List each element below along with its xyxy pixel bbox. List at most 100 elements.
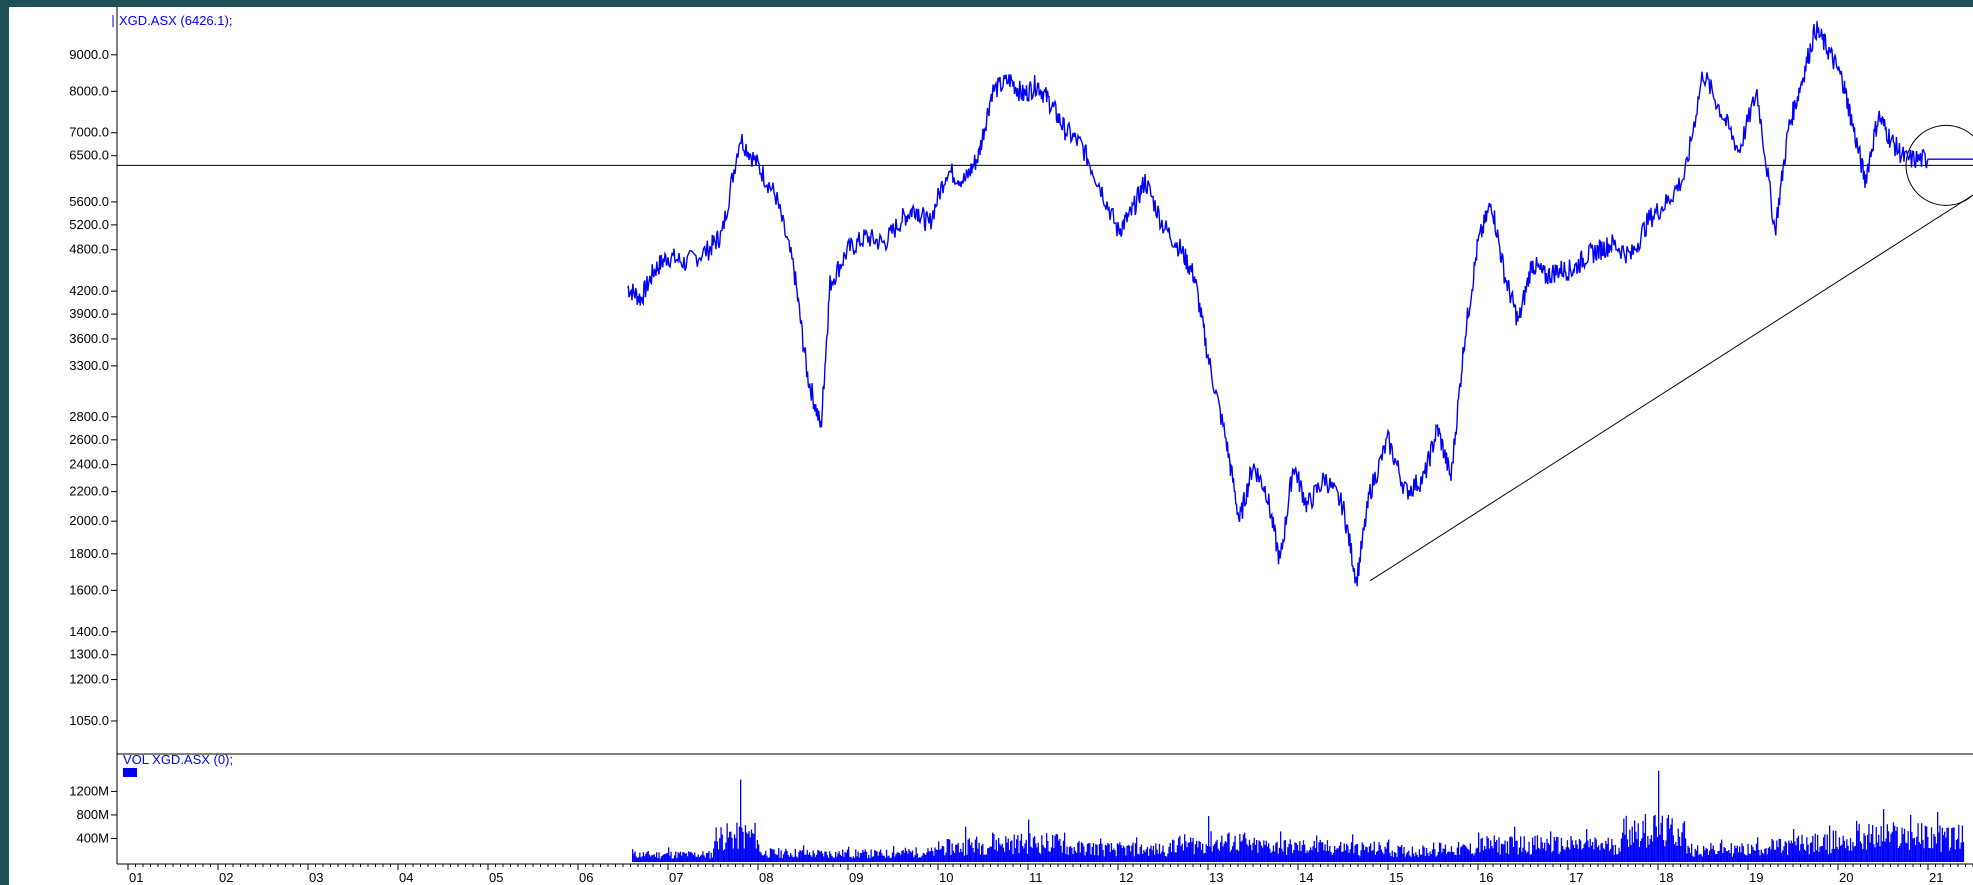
volume-bar — [994, 849, 996, 862]
volume-bar — [1296, 844, 1299, 862]
volume-bar — [1921, 823, 1923, 862]
volume-bar — [670, 851, 672, 862]
volume-bar — [1257, 852, 1259, 862]
volume-bar — [1648, 844, 1650, 862]
volume-bar — [1100, 838, 1102, 862]
volume-bar — [1406, 852, 1409, 862]
price-tick-label: 2400.0 — [69, 457, 109, 472]
volume-bar — [1559, 851, 1561, 862]
volume-bar — [1524, 850, 1527, 862]
volume-bar — [1912, 838, 1914, 862]
volume-bar — [1653, 816, 1655, 862]
volume-bar — [851, 858, 853, 862]
volume-bar — [857, 851, 859, 862]
volume-bar — [688, 851, 690, 862]
volume-bar — [1518, 847, 1521, 862]
volume-bar — [1435, 856, 1437, 862]
volume-bar — [1344, 850, 1347, 862]
volume-bar — [1580, 840, 1582, 862]
volume-bar — [729, 831, 731, 862]
volume-bar — [1800, 844, 1802, 862]
volume-bar — [1325, 851, 1327, 862]
volume-bar — [960, 848, 962, 862]
volume-bar — [1456, 847, 1458, 862]
volume-bar — [1655, 826, 1657, 862]
volume-bar — [1103, 856, 1105, 862]
volume-bar — [1939, 825, 1941, 862]
volume-bar — [1598, 845, 1600, 862]
volume-bar — [1643, 832, 1645, 862]
volume-bar — [1459, 854, 1461, 862]
volume-bar — [1399, 846, 1402, 862]
volume-bar — [1378, 842, 1380, 862]
x-tick-label: 02 — [219, 870, 233, 885]
volume-bar — [929, 851, 931, 862]
volume-bar — [1923, 848, 1925, 862]
volume-bar — [932, 851, 934, 862]
volume-bar — [1808, 854, 1810, 862]
volume-bar — [1358, 855, 1360, 862]
price-tick-label: 9000.0 — [69, 47, 109, 62]
volume-bar — [869, 858, 871, 862]
volume-bar — [818, 850, 820, 862]
volume-bar — [1876, 842, 1879, 862]
volume-bar — [845, 852, 847, 862]
volume-bar — [1908, 849, 1911, 862]
volume-bar — [1675, 842, 1677, 862]
volume-bar — [1283, 840, 1285, 862]
volume-bar — [692, 854, 695, 862]
volume-bar — [1864, 835, 1866, 862]
volume-bar — [1148, 855, 1150, 862]
volume-bar — [1727, 851, 1729, 862]
volume-bar — [1150, 845, 1152, 862]
volume-bar — [1026, 853, 1029, 862]
volume-bar — [1540, 837, 1542, 862]
volume-bar — [1777, 847, 1779, 862]
volume-bar — [1515, 840, 1517, 862]
volume-bar — [1434, 849, 1436, 862]
volume-bar — [1143, 850, 1145, 862]
volume-bar — [1497, 852, 1499, 862]
volume-bar — [1383, 854, 1385, 862]
volume-bar — [1949, 847, 1952, 862]
volume-bar — [743, 848, 745, 862]
volume-bar — [1229, 851, 1231, 862]
volume-bar — [1008, 849, 1011, 862]
volume-bar — [893, 846, 895, 862]
volume-bar — [1404, 856, 1406, 862]
volume-bar — [861, 853, 863, 862]
volume-bar — [1106, 845, 1108, 862]
volume-bar — [1879, 846, 1881, 862]
volume-bar — [772, 849, 774, 862]
volume-bar — [1635, 831, 1637, 862]
volume-bar — [731, 837, 733, 862]
volume-bar — [1856, 820, 1858, 862]
volume-bar — [1763, 853, 1765, 862]
volume-bar — [806, 849, 808, 862]
volume-bar — [1190, 837, 1192, 862]
volume-bar — [1873, 844, 1875, 862]
volume-bar — [1438, 842, 1441, 862]
volume-bar — [1017, 835, 1019, 862]
volume-bar — [1698, 855, 1700, 862]
volume-bar — [1049, 851, 1051, 862]
volume-bar — [1342, 851, 1344, 862]
volume-bar — [1000, 845, 1002, 862]
volume-bar — [1377, 850, 1379, 862]
volume-bar — [1298, 850, 1300, 862]
volume-bar — [1022, 846, 1024, 862]
support-trendline — [1369, 194, 1973, 582]
volume-bar — [1013, 834, 1015, 862]
volume-bar — [1884, 841, 1886, 862]
volume-bar — [1431, 849, 1434, 862]
volume-bar — [1208, 816, 1210, 862]
volume-bar — [868, 855, 870, 862]
volume-bar — [1946, 827, 1948, 862]
volume-bar — [1277, 853, 1279, 862]
volume-bar — [1047, 841, 1049, 862]
volume-bar — [1818, 851, 1820, 862]
volume-bar — [762, 855, 764, 862]
volume-bar — [1354, 845, 1356, 862]
volume-bar — [1221, 835, 1223, 862]
volume-bar — [1551, 852, 1553, 862]
